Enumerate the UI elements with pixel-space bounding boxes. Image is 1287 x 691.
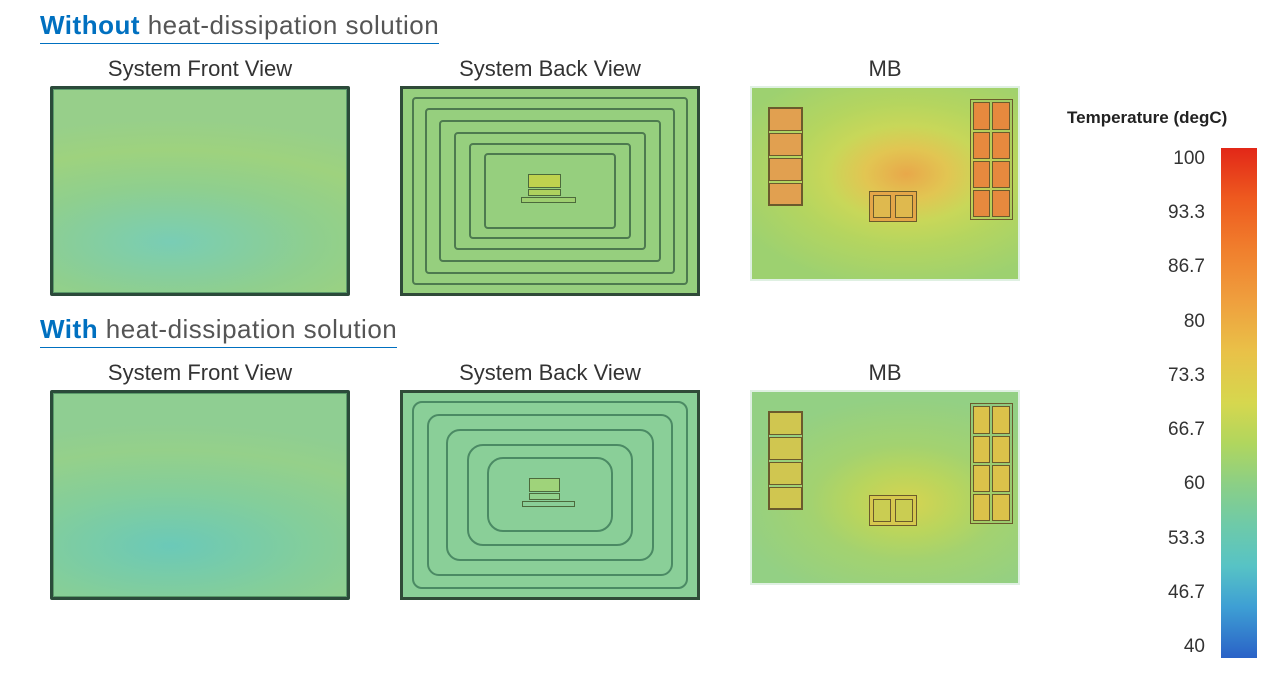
legend-tick: 60 [1067,473,1205,495]
label-mb: MB [750,56,1020,82]
heatmap-with-mb [750,390,1020,585]
heatmap-without-mb [750,86,1020,281]
section-title-without: Without heat-dissipation solution [40,10,439,44]
label-front: System Front View [50,56,350,82]
legend-color-bar [1221,148,1257,658]
legend-tick: 100 [1067,148,1205,170]
temperature-legend: Temperature (degC) 100 93.3 86.7 80 73.3… [1067,108,1257,658]
mb-ram-slots [768,107,803,206]
label-back: System Back View [400,56,700,82]
label-front-2: System Front View [50,360,350,386]
mb-ram-slots-b [768,411,803,510]
legend-tick: 93.3 [1067,202,1205,224]
back-component-3 [521,197,576,203]
legend-title: Temperature (degC) [1067,108,1257,128]
section-title-without-rest: heat-dissipation solution [140,10,439,40]
mb-right-block-b [970,403,1013,523]
back-component-1b [529,478,560,492]
back-component-2 [528,189,560,196]
heatmap-without-front [50,86,350,296]
section-title-with: With heat-dissipation solution [40,314,397,348]
mb-right-block [970,99,1013,219]
back-component-3b [522,501,575,507]
back-component-2b [529,493,560,500]
legend-tick: 66.7 [1067,419,1205,441]
back-component-1 [528,174,560,188]
legend-tick: 46.7 [1067,582,1205,604]
heatmap-without-back [400,86,700,296]
heatmap-with-back [400,390,700,600]
label-back-2: System Back View [400,360,700,386]
label-mb-2: MB [750,360,1020,386]
heatmap-with-front [50,390,350,600]
row-labels-without: System Front View System Back View MB [50,56,1250,82]
legend-tick: 80 [1067,311,1205,333]
section-title-with-bold: With [40,314,98,344]
section-title-without-bold: Without [40,10,140,40]
legend-tick-labels: 100 93.3 86.7 80 73.3 66.7 60 53.3 46.7 … [1067,148,1221,658]
legend-tick: 40 [1067,636,1205,658]
legend-tick: 86.7 [1067,256,1205,278]
section-title-with-rest: heat-dissipation solution [98,314,397,344]
legend-tick: 53.3 [1067,528,1205,550]
mb-center-chip [869,191,917,222]
legend-tick: 73.3 [1067,365,1205,387]
mb-center-chip-b [869,495,917,526]
